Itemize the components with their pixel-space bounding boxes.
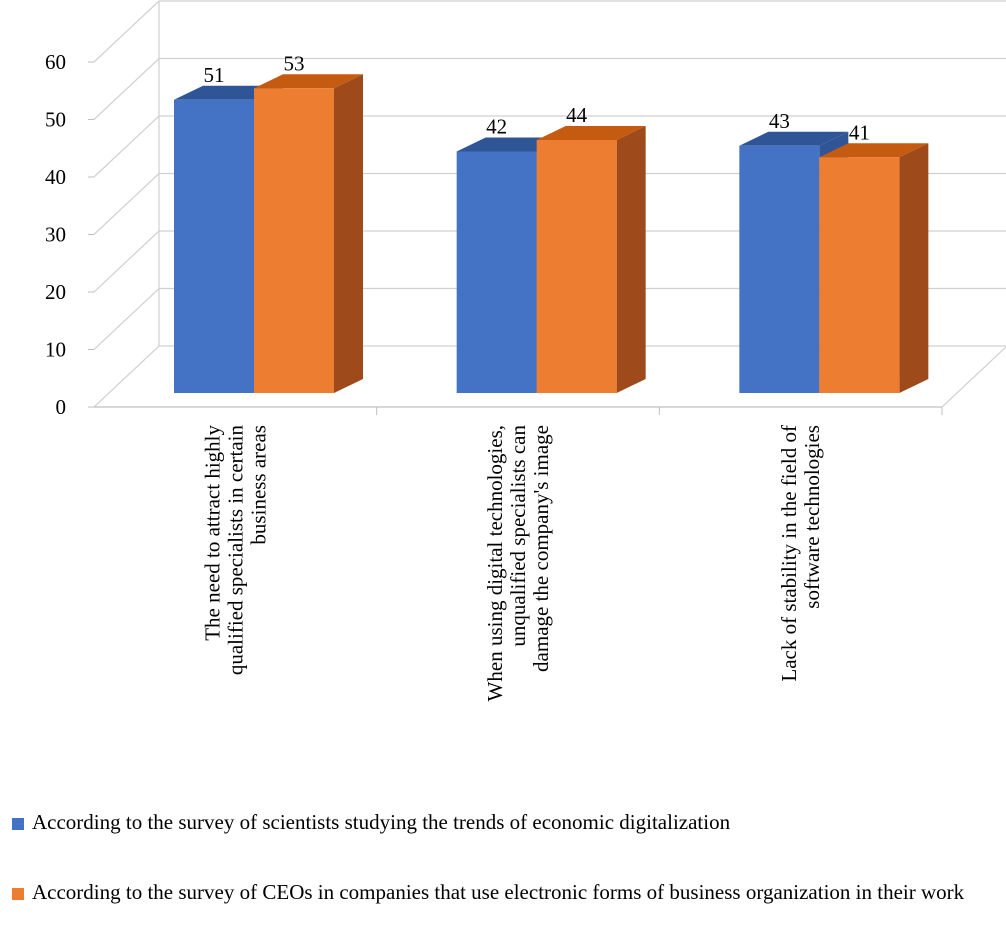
y-tick-label: 0 (56, 395, 67, 419)
bar-side (616, 126, 646, 393)
bar-side (899, 143, 929, 393)
gridline-diagonal (93, 0, 160, 63)
legend-label-ceos: According to the survey of CEOs in compa… (32, 880, 965, 904)
gridline-diagonal (93, 230, 160, 293)
data-label: 53 (284, 51, 305, 75)
legend-swatch-scientists (12, 818, 24, 830)
y-tick-label: 20 (45, 280, 66, 304)
data-label: 51 (204, 63, 225, 87)
legend-swatch-ceos (12, 888, 24, 900)
legend-item-ceos: According to the survey of CEOs in compa… (12, 878, 997, 906)
data-label: 42 (486, 115, 507, 139)
x-tick-label: software technologies (800, 425, 824, 609)
gridline-diagonal (93, 173, 160, 235)
x-tick-label: When using digital technologies, (483, 425, 507, 701)
floor-edge-right (941, 346, 1006, 408)
bar-side (334, 74, 363, 393)
bar (536, 140, 617, 393)
gridline-diagonal (93, 345, 160, 408)
bar-top (254, 74, 363, 89)
y-tick-label: 60 (45, 50, 66, 74)
x-tick-label: damage the company's image (529, 425, 553, 672)
y-tick-label: 50 (45, 108, 66, 132)
data-label: 44 (566, 103, 588, 127)
y-tick-label: 30 (45, 223, 66, 247)
legend-label-scientists: According to the survey of scientists st… (32, 810, 731, 834)
x-tick-label: Lack of stability in the field of (777, 425, 801, 682)
bar-chart: 0 10 20 30 40 50 60 51 53 The need to attract hig… (45, 0, 1006, 701)
bar (254, 88, 334, 393)
bar (174, 99, 254, 393)
y-tick-label: 10 (45, 338, 66, 362)
x-tick-label: business areas (246, 425, 270, 545)
x-tick-label: qualified specialists in certain (223, 425, 247, 676)
bar-top (739, 131, 849, 146)
bar (739, 145, 820, 393)
bar-top (819, 143, 929, 158)
gridline-diagonal (93, 58, 160, 120)
x-tick-label: The need to attract highly (200, 425, 224, 641)
bar-top (536, 126, 646, 140)
legend-item-scientists: According to the survey of scientists st… (12, 808, 997, 836)
gridline-diagonal (93, 288, 160, 350)
data-label: 41 (849, 120, 870, 144)
gridline-diagonal (93, 115, 160, 178)
x-tick-label: unqualified specialists can (506, 425, 530, 647)
data-label: 43 (769, 109, 790, 133)
bar (819, 157, 900, 393)
bar (456, 151, 537, 393)
y-tick-label: 40 (45, 165, 66, 189)
